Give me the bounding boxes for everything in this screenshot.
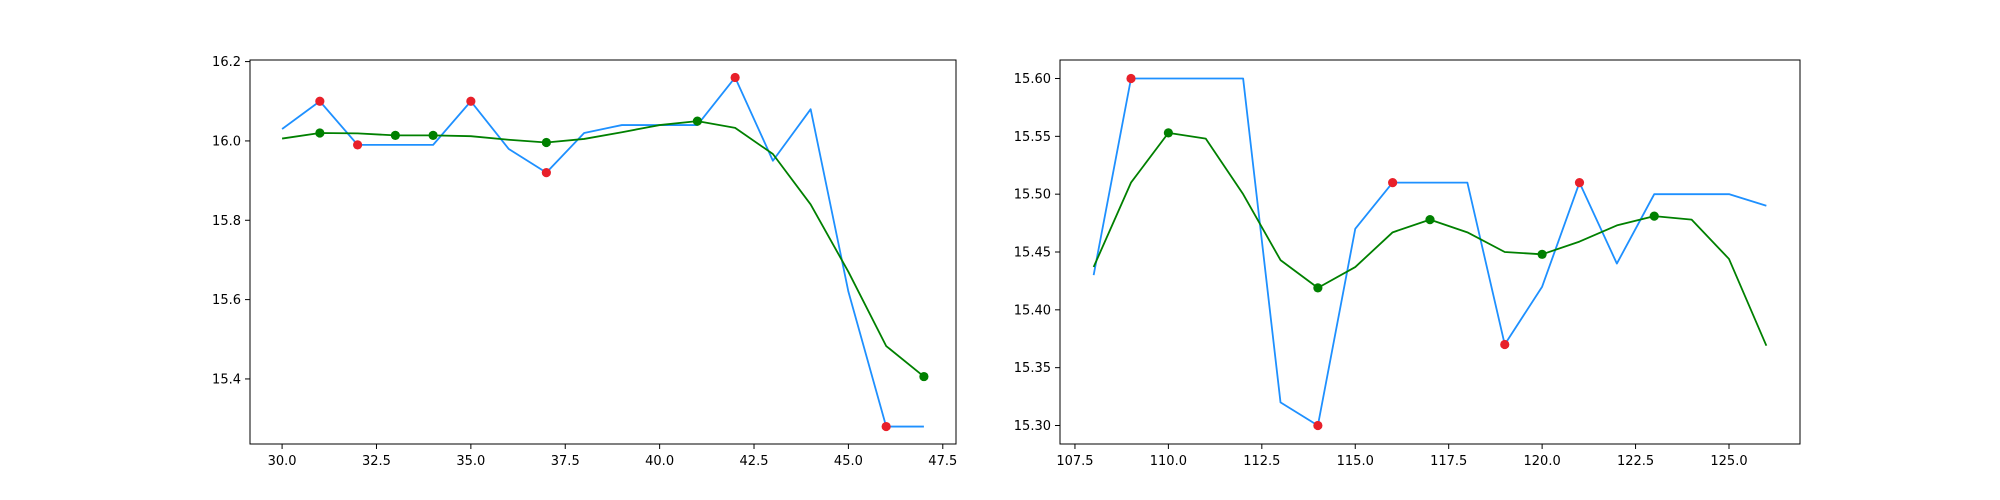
left-y-tick-label: 15.4 <box>212 372 241 387</box>
left-x-tick-label: 40.0 <box>645 454 674 469</box>
left-red-point <box>466 96 476 106</box>
left-green-point <box>692 116 702 126</box>
right-y-tick-label: 15.60 <box>1014 72 1051 87</box>
right-y-tick-label: 15.40 <box>1014 303 1051 318</box>
right-y-tick-label: 15.45 <box>1014 246 1051 261</box>
left-red-point <box>881 421 891 432</box>
right-green-point <box>1537 249 1547 259</box>
right-x-tick-label: 125.0 <box>1710 454 1747 469</box>
left-x-tick-label: 45.0 <box>834 454 863 469</box>
right-x-tick-label: 115.0 <box>1337 454 1374 469</box>
right-series-line-blue <box>1092 77 1767 427</box>
right-green-point <box>1649 211 1659 221</box>
left-x-tick-label: 32.5 <box>362 454 391 469</box>
left-red-point <box>353 140 363 150</box>
right-y-tick-label: 15.35 <box>1014 361 1051 376</box>
right-x-tick-label: 110.0 <box>1150 454 1187 469</box>
right-y-tick-label: 15.30 <box>1014 419 1051 434</box>
right-x-tick-label: 107.5 <box>1056 454 1093 469</box>
left-chart: 30.0 32.5 35.0 37.5 40.0 42.5 45.0 47.5 15.4 15.6… <box>212 55 957 469</box>
right-red-point <box>1313 420 1323 431</box>
left-green-point <box>428 130 438 140</box>
left-axes-frame <box>249 59 957 445</box>
right-red-point <box>1388 178 1398 188</box>
right-red-point <box>1574 178 1585 188</box>
right-x-tick-label: 122.5 <box>1617 454 1654 469</box>
left-red-point <box>541 168 551 178</box>
right-x-tick-label: 117.5 <box>1430 454 1467 469</box>
left-series-line-blue <box>281 76 924 428</box>
right-green-point <box>1425 215 1435 225</box>
left-y-tick-label: 15.6 <box>212 293 241 308</box>
left-red-point <box>730 72 740 83</box>
right-green-point <box>1313 283 1323 293</box>
right-y-tick-label: 15.55 <box>1014 130 1051 145</box>
left-x-tick-label: 35.0 <box>456 454 485 469</box>
left-y-tick-label: 15.8 <box>212 214 241 229</box>
left-green-point <box>919 371 929 382</box>
left-x-tick-label: 30.0 <box>268 454 297 469</box>
left-y-tick-label: 16.0 <box>212 134 241 149</box>
left-x-tick-label: 47.5 <box>928 454 957 469</box>
left-x-tick-label: 37.5 <box>551 454 580 469</box>
right-y-tick-label: 15.50 <box>1014 188 1051 203</box>
right-red-point <box>1126 73 1136 84</box>
left-red-point <box>315 96 325 106</box>
right-x-tick-label: 112.5 <box>1243 454 1280 469</box>
right-chart: 107.5 110.0 112.5 115.0 117.5 120.0 122.5 125.0… <box>1014 59 1801 469</box>
left-x-tick-label: 42.5 <box>740 454 769 469</box>
right-x-tick-label: 120.0 <box>1524 454 1561 469</box>
left-series-line-green <box>281 120 925 378</box>
left-green-point <box>315 128 325 138</box>
left-green-point <box>390 130 400 140</box>
left-green-point <box>541 137 551 148</box>
left-y-tick-label: 16.2 <box>212 55 241 70</box>
right-green-point <box>1163 128 1173 138</box>
right-red-point <box>1500 339 1510 350</box>
